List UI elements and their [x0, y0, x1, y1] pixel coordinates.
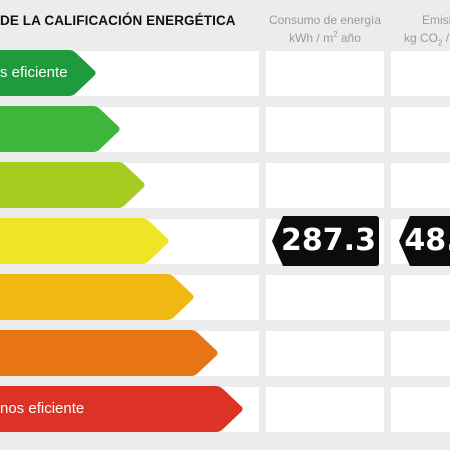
rating-bar-shape: [0, 106, 120, 152]
consumo-header-line2: kWh / m2 año: [289, 30, 361, 46]
rating-bar: s eficiente: [0, 50, 96, 96]
rating-bar: [0, 106, 120, 152]
consumo-cell: [266, 387, 384, 432]
page-title: DE LA CALIFICACIÓN ENERGÉTICA: [0, 13, 236, 28]
emisiones-cell: [391, 163, 450, 208]
emisiones-cell: [391, 387, 450, 432]
rating-bar: nos eficiente: [0, 386, 243, 432]
emisiones-cell: [391, 51, 450, 96]
consumo-cell: [266, 275, 384, 320]
rating-bar: [0, 330, 218, 376]
most-efficient-label: s eficiente: [0, 64, 68, 81]
rating-bar: [0, 218, 169, 264]
rating-bar-shape: [0, 330, 218, 376]
emisiones-value-badge-value: 48.: [404, 223, 450, 258]
consumo-value-badge-shape: [272, 216, 379, 266]
rating-bar: [0, 274, 194, 320]
consumo-cell: [266, 51, 384, 96]
consumo-value-badge: 287.3: [271, 215, 380, 267]
emisiones-value-badge-shape: [399, 216, 450, 266]
rating-bar-shape: [0, 50, 96, 96]
rating-bar-shape: [0, 218, 169, 264]
consumo-value-badge-value: 287.3: [281, 223, 376, 258]
consumo-cell: [266, 107, 384, 152]
emisiones-header-line1: Emisi: [422, 13, 450, 27]
rating-bar-shape: [0, 162, 145, 208]
consumo-header: Consumo de energía kWh / m2 año: [266, 11, 384, 47]
consumo-cell: [266, 331, 384, 376]
consumo-header-line1: Consumo de energía: [268, 13, 382, 27]
emisiones-header: Emisi kg CO2 /: [398, 11, 450, 47]
rating-bar-shape: [0, 386, 243, 432]
emisiones-cell: [391, 107, 450, 152]
emisiones-value-badge: 48.: [398, 215, 450, 267]
rating-bar: [0, 162, 145, 208]
consumo-cell: [266, 163, 384, 208]
rating-bar-shape: [0, 274, 194, 320]
least-efficient-label: nos eficiente: [0, 400, 85, 417]
emisiones-cell: [391, 275, 450, 320]
emisiones-cell: [391, 331, 450, 376]
emisiones-header-line2: kg CO2 /: [404, 31, 450, 48]
